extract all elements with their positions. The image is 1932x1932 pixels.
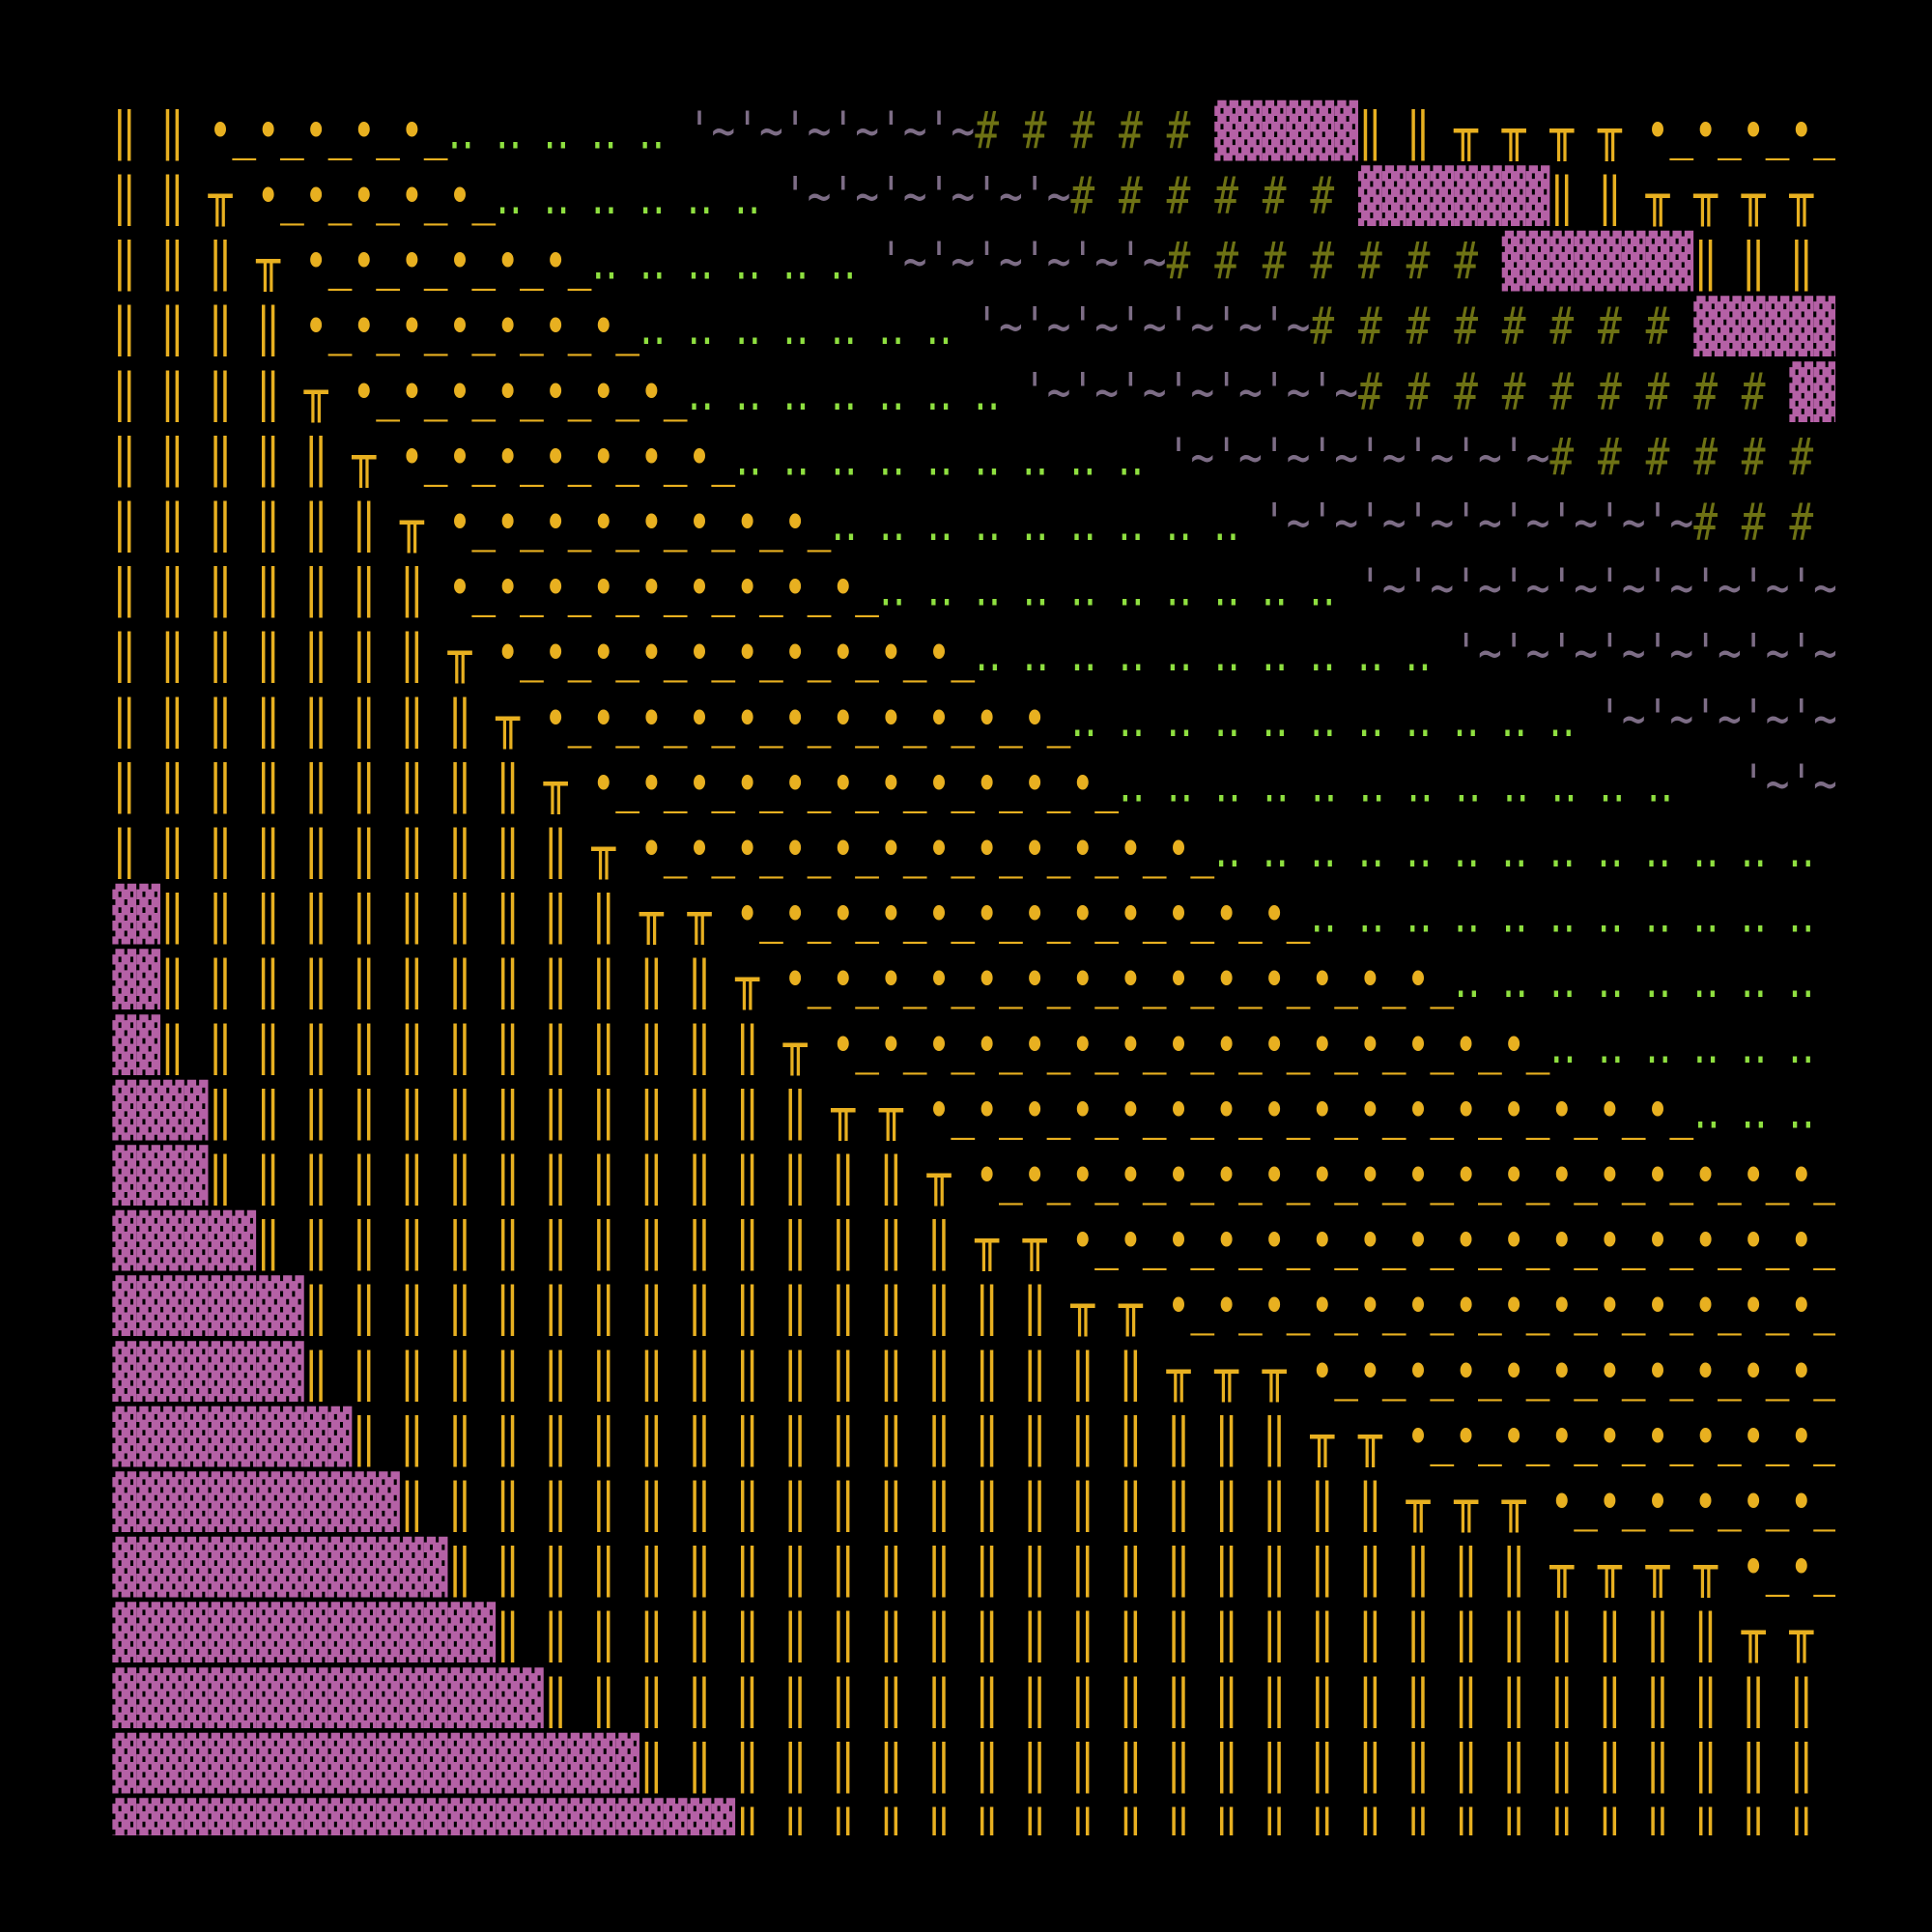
glyph-run: ‖ ‖ ‖: [1693, 232, 1837, 292]
glyph-run: ‖ ‖ ‖ ‖ ‖ ‖ ‖ ‖ ‖ ‖ ‖ ‖ ‖ ‖ ‖ ‖ ‖ ‖ ‖ ‖ …: [400, 1473, 1837, 1534]
glyph-run: '~'~'~'~'~'~'~'~'~'~: [1358, 558, 1837, 618]
glyph-run: ‥ ‥ ‥ ‥ ‥ ‥ ‥ ‥: [1454, 951, 1837, 1010]
glyph-run: ‖ ‖ ‖ ‖ ‖ ‖ ‖ ‖ ‖ ‖ ‖ ‖ ‖ ‖ ‖ ╥ ╥ •_•_•_…: [256, 1211, 1837, 1272]
glyph-run: '~'~'~'~'~'~'~: [1023, 363, 1358, 423]
glyph-run: ‥ ‥ ‥: [1693, 1081, 1837, 1141]
glyph-run: # # # # # # #: [1167, 232, 1502, 292]
glyph-run: '~'~'~'~'~: [1598, 690, 1837, 750]
glyph-run: ‖ ‖ •_•_•_•_•_: [112, 101, 447, 161]
glyph-run: # # # # # # # #: [1310, 298, 1693, 357]
glyph-run: ▓▓▓▓▓▓▓▓: [1358, 165, 1550, 227]
glyph-run: ‥ ‥ ‥ ‥ ‥ ‥: [1549, 1016, 1837, 1076]
glyph-run: '~'~'~'~'~'~'~'~: [1454, 624, 1837, 684]
glyph-run: ▓▓▓▓▓▓▓▓▓▓▓▓▓▓▓▓▓▓: [112, 1666, 544, 1728]
glyph-run: ▓▓▓▓: [112, 1079, 208, 1141]
glyph-grid: ‖ ‖ •_•_•_•_•_ ‥ ‥ ‥ ‥ ‥ '~'~'~'~'~'~ # # …: [112, 99, 1838, 1860]
glyph-run: ▓▓: [1789, 360, 1837, 422]
glyph-run: '~'~'~'~'~'~: [783, 167, 1071, 227]
glyph-run: ▓▓: [112, 883, 160, 945]
glyph-run: ▓▓▓▓▓▓▓▓▓▓▓▓: [112, 1471, 400, 1533]
glyph-run: ‖ ‖ ╥ •_•_•_•_•_: [112, 167, 496, 228]
glyph-run: ‥ ‥ ‥ ‥ ‥ ‥ ‥ ‥ ‥ ‥: [879, 558, 1358, 618]
glyph-run: ‥ ‥ ‥ ‥ ‥ ‥ ‥: [688, 363, 1023, 423]
glyph-run: ‖ ‖ ‖ ‖ ‖ ‖ ‖ ‖ ‖ ‖ ╥ •_•_•_•_•_•_•_•_•_…: [112, 820, 1214, 881]
glyph-run: ‖ ‖ ‖ ‖ ‖ ‖ ‖ •_•_•_•_•_•_•_•_•_: [112, 558, 879, 618]
glyph-run: ‥ ‥ ‥ ‥ ‥: [448, 101, 688, 161]
glyph-run: ▓▓▓▓▓▓▓▓: [112, 1275, 304, 1337]
glyph-run: ▓▓▓▓▓▓▓▓: [1502, 230, 1694, 292]
glyph-run: ‖ ‖ ‖ ‖ ‖ ‖ ‖ ‖ ‖ ‖ ‖ ‖ ‖ ‖ ‖ ‖ ‖ ‖ ‖ ‖ …: [544, 1669, 1837, 1729]
glyph-run: ▓▓▓▓▓▓▓▓▓▓▓▓▓▓▓▓▓▓▓▓▓▓▓▓▓▓: [112, 1798, 735, 1860]
glyph-run: ▓▓▓▓▓▓▓▓▓▓▓▓▓▓▓▓: [112, 1602, 496, 1663]
glyph-run: ‥ ‥ ‥ ‥ ‥ ‥: [591, 232, 879, 292]
glyph-run: ‖ ‖ ‖ ‖ ‖ ‖ ‖ ‖ ‖ ‖ ‖ ‖ ‖ ‖ ‖ ‖ ╥ ╥ •_•_…: [304, 1277, 1837, 1338]
glyph-run: ‖ ‖ ‖ ‖ ‖ ‖ ‖ ‖ ‖ ‖ ‖ ‖ ‖ ‖ ‖ ╥ •_•_•_•_…: [209, 1147, 1838, 1208]
glyph-run: '~'~'~'~'~'~: [879, 232, 1167, 292]
glyph-run: ▓▓▓▓▓▓▓▓: [112, 1340, 304, 1402]
glyph-run: ‖ ‖ ‖ ‖ ‖ ╥ •_•_•_•_•_•_•_: [112, 428, 735, 489]
glyph-run: # # # # # # # # #: [1358, 363, 1789, 423]
glyph-run: ‥ ‥ ‥ ‥ ‥ ‥ ‥ ‥ ‥ ‥ ‥: [1310, 885, 1837, 945]
glyph-run: ‖ ‖ ‖ ‖ ‖ ‖ ╥ •_•_•_•_•_•_•_•_: [112, 494, 831, 554]
glyph-run: '~'~'~'~'~'~'~'~: [1167, 428, 1550, 488]
glyph-run: ▓▓: [112, 1013, 160, 1075]
glyph-run: ‖ ‖ ‖ ‖ ‖ ‖ ‖ ‖ ‖ ‖ ‖ ‖ ‖ ‖ ‖ ‖ ‖ ‖ ‖ ‖ …: [448, 1538, 1838, 1599]
glyph-run: ‥ ‥ ‥ ‥ ‥ ‥: [496, 167, 783, 227]
glyph-run: ▓▓: [112, 949, 160, 1010]
glyph-run: ▓▓▓▓▓▓▓▓▓▓▓▓▓▓: [112, 1536, 447, 1598]
glyph-run: ‖ ‖ ‖ ‖ •_•_•_•_•_•_•_: [112, 298, 639, 357]
glyph-run: ‖ ‖ ‖ ╥ •_•_•_•_•_•_: [112, 232, 591, 293]
glyph-run: '~'~'~'~'~'~: [688, 101, 976, 161]
glyph-run: ‥ ‥ ‥ ‥ ‥ ‥ ‥ ‥ ‥ ‥: [975, 624, 1454, 684]
glyph-run: # # # # #: [975, 101, 1214, 161]
glyph-run: ‖ ‖ ‖ ‖ ‖ ‖ ‖ ‖ ‖ ‖ ‖ ‖ ‖ ╥ •_•_•_•_•_•_…: [160, 1016, 1550, 1077]
glyph-run: ‖ ‖ ‖ ‖ ╥ •_•_•_•_•_•_•_: [112, 363, 687, 424]
glyph-run: ‥ ‥ ‥ ‥ ‥ ‥ ‥ ‥ ‥: [831, 494, 1262, 554]
glyph-run: '~'~: [1742, 754, 1837, 814]
glyph-run: ‥ ‥ ‥ ‥ ‥ ‥ ‥ ‥ ‥ ‥ ‥ ‥: [1119, 754, 1742, 814]
glyph-run: ▓▓▓▓: [112, 1145, 208, 1207]
glyph-run: ‖ ‖ ‖ ‖ ‖ ‖ ‖ ‖ ‖ ‖ ‖ ‖ ‖ ‖ ‖ ‖ ‖ ‖ ‖ ‖ …: [496, 1604, 1837, 1664]
glyph-run: '~'~'~'~'~'~'~: [975, 298, 1310, 357]
glyph-run: # # # # # #: [1070, 167, 1358, 227]
glyph-run: # # # # # #: [1549, 428, 1837, 488]
glyph-run: ‖ ‖ ‖ ‖ ‖ ‖ ‖ ╥ •_•_•_•_•_•_•_•_•_•_: [112, 624, 975, 685]
glyph-run: ‖ ‖ ‖ ‖ ‖ ‖ ‖ ‖ ‖ ‖ ‖ ‖ ‖ ‖ ‖ ‖ ‖ ‖ ╥ ╥ …: [304, 1343, 1837, 1404]
glyph-run: ‖ ‖ ‖ ‖ ‖ ‖ ‖ ‖ ╥ •_•_•_•_•_•_•_•_•_•_•_: [112, 690, 1070, 751]
glyph-run: ‖ ‖ ‖ ‖ ‖ ‖ ‖ ‖ ‖ ╥ •_•_•_•_•_•_•_•_•_•_…: [112, 754, 1119, 815]
glyph-run: ‖ ‖ ‖ ‖ ‖ ‖ ‖ ‖ ‖ ‖ ‖ ‖ ‖ ‖ ‖ ‖ ‖ ‖ ‖ ‖ …: [735, 1800, 1837, 1860]
glyph-run: ‥ ‥ ‥ ‥ ‥ ‥ ‥: [639, 298, 975, 357]
glyph-run: ‖ ‖ ╥ ╥ ╥ ╥ •_•_•_•_: [1358, 101, 1837, 162]
glyph-run: ‖ ‖ ‖ ‖ ‖ ‖ ‖ ‖ ‖ ‖ ‖ ‖ ‖ ╥ ╥ •_•_•_•_•_…: [209, 1081, 1694, 1142]
glyph-run: ‥ ‥ ‥ ‥ ‥ ‥ ‥ ‥ ‥ ‥ ‥ ‥ ‥: [1214, 820, 1837, 880]
glyph-run: ▓▓▓▓▓▓▓▓▓▓▓▓▓▓▓▓▓▓▓▓▓▓: [112, 1732, 639, 1794]
glyph-run: '~'~'~'~'~'~'~'~'~: [1263, 494, 1693, 554]
glyph-run: ▓▓▓▓▓▓: [1693, 296, 1837, 357]
glyph-run: ‖ ‖ ‖ ‖ ‖ ‖ ‖ ‖ ‖ ‖ ‖ ‖ ‖ ‖ ‖ ‖ ‖ ‖ ‖ ‖ …: [352, 1407, 1837, 1468]
glyph-run: ▓▓▓▓▓▓: [1214, 99, 1358, 161]
glyph-run: ‥ ‥ ‥ ‥ ‥ ‥ ‥ ‥ ‥ ‥ ‥: [1070, 690, 1598, 750]
glyph-run: ‥ ‥ ‥ ‥ ‥ ‥ ‥ ‥ ‥: [735, 428, 1166, 488]
glyph-run: ▓▓▓▓▓▓▓▓▓▓: [112, 1406, 352, 1467]
glyph-run: ‖ ‖ ╥ ╥ ╥ ╥: [1549, 167, 1837, 228]
glyph-run: ‖ ‖ ‖ ‖ ‖ ‖ ‖ ‖ ‖ ‖ ‖ ‖ ‖ ‖ ‖ ‖ ‖ ‖ ‖ ‖ …: [639, 1734, 1837, 1794]
glyph-run: ‖ ‖ ‖ ‖ ‖ ‖ ‖ ‖ ‖ ‖ ╥ ╥ •_•_•_•_•_•_•_•_…: [160, 885, 1311, 946]
glyph-run: # # #: [1693, 494, 1837, 554]
glyph-run: ▓▓▓▓▓▓: [112, 1209, 256, 1271]
glyph-run: ‖ ‖ ‖ ‖ ‖ ‖ ‖ ‖ ‖ ‖ ‖ ‖ ╥ •_•_•_•_•_•_•_…: [160, 951, 1454, 1011]
